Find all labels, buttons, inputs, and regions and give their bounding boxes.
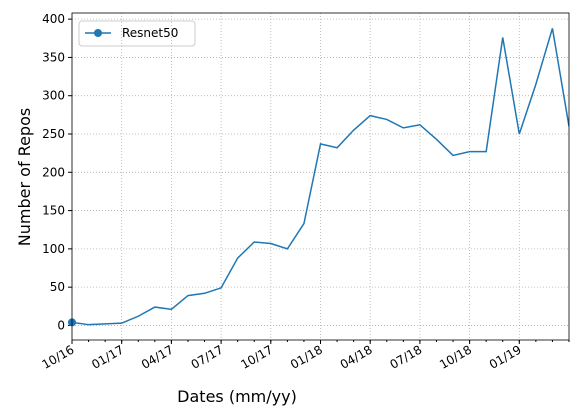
y-tick-label: 400 xyxy=(42,12,65,26)
x-tick-label: 10/17 xyxy=(238,342,275,371)
plot-frame xyxy=(71,12,570,341)
x-tick-label: 10/18 xyxy=(437,342,474,371)
y-tick-label: 250 xyxy=(42,127,65,141)
x-tick-label: 07/18 xyxy=(387,342,424,371)
x-tick-label: 07/17 xyxy=(189,342,226,371)
x-tick-label: 01/19 xyxy=(487,342,524,371)
line xyxy=(72,28,569,326)
y-tick-label: 350 xyxy=(42,50,65,64)
y-tick-label: 300 xyxy=(42,89,65,103)
y-tick-label: 200 xyxy=(42,165,65,179)
x-tick-label: 10/16 xyxy=(40,342,77,371)
legend xyxy=(78,20,196,47)
y-tick-label: 150 xyxy=(42,204,65,218)
y-tick-label: 100 xyxy=(42,242,65,256)
legend-marker xyxy=(94,29,102,37)
x-tick-label: 01/18 xyxy=(288,342,325,371)
y-axis-label: Number of Repos xyxy=(15,108,34,246)
y-tick-label: 50 xyxy=(50,280,65,294)
x-tick-label: 01/17 xyxy=(89,342,126,371)
x-tick-label: 04/17 xyxy=(139,342,176,371)
x-tick-label: 04/18 xyxy=(338,342,375,371)
y-tick-label: 0 xyxy=(57,318,65,332)
legend-label: Resnet50 xyxy=(122,26,178,40)
x-axis-label: Dates (mm/yy) xyxy=(177,387,297,406)
